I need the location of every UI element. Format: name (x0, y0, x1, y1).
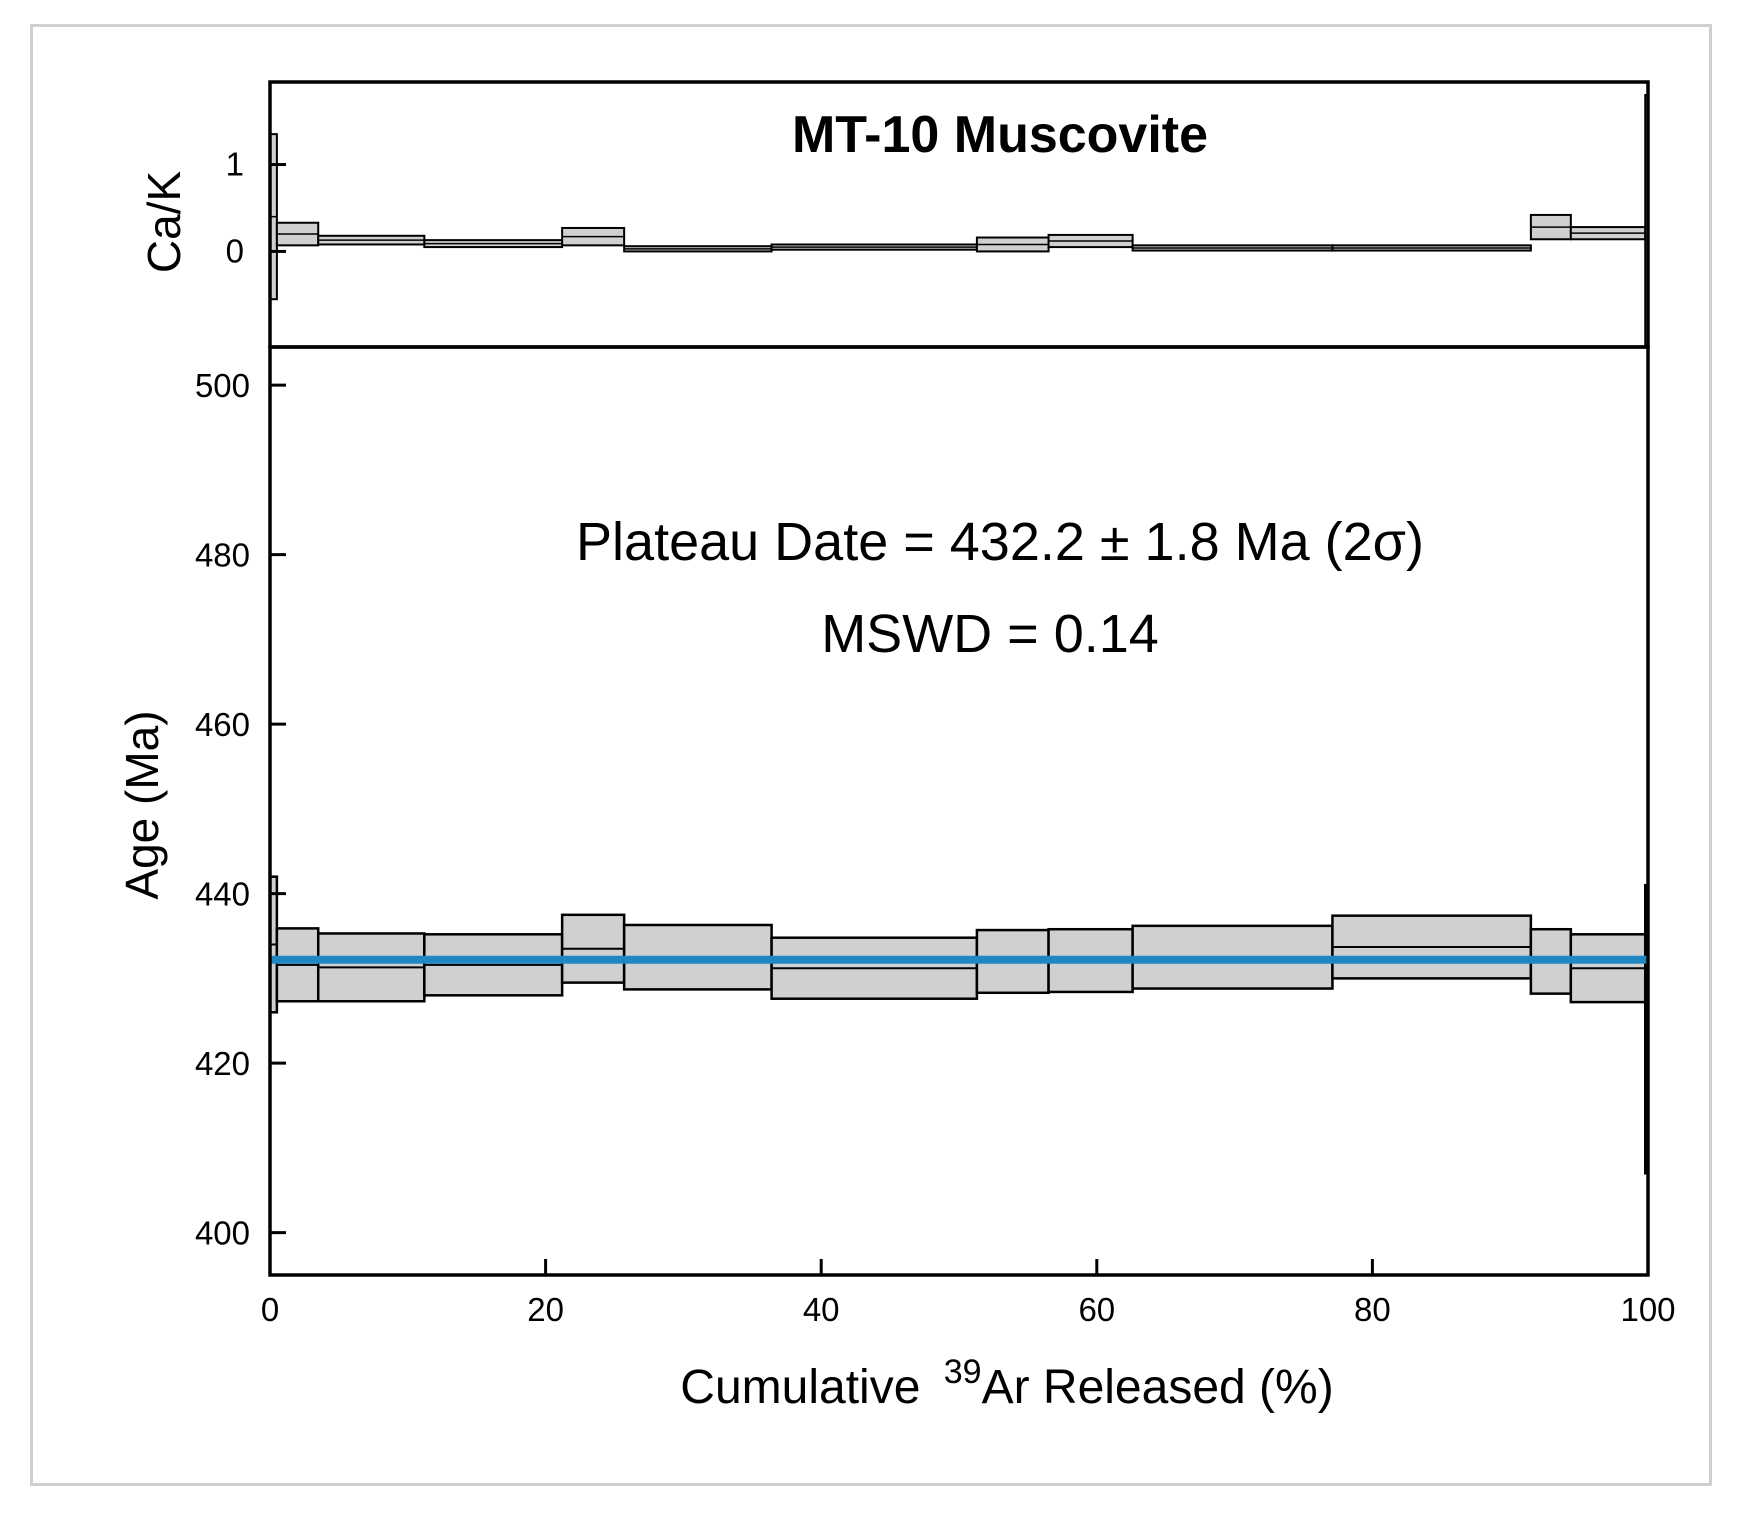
cak-steps (269, 94, 1650, 346)
age-y-tick-label-440: 440 (195, 876, 250, 913)
age-y-tick-label-480: 480 (195, 537, 250, 574)
age-steps (268, 875, 1650, 1175)
x-tick-label-60: 60 (1078, 1291, 1115, 1328)
cak-y-tick-label-0: 0 (226, 232, 244, 269)
x-ticks: 0 20 40 60 80 100 (261, 1259, 1676, 1328)
age-y-ticks: 500 480 460 440 420 400 (195, 367, 286, 1252)
x-axis-label-main: Cumulative (680, 1361, 920, 1414)
age-panel: 500 480 460 440 420 400 0 20 40 60 80 100 Age (Ma)… (116, 345, 1676, 1414)
mswd-label: MSWD = 0.14 (821, 604, 1159, 664)
cak-y-tick-label-1: 1 (226, 146, 244, 183)
x-axis-label-space (930, 1361, 943, 1414)
age-y-axis-label: Age (Ma) (116, 710, 168, 899)
x-tick-label-0: 0 (261, 1291, 279, 1328)
x-tick-label-80: 80 (1354, 1291, 1391, 1328)
age-y-tick-label-460: 460 (195, 706, 250, 743)
figure-frame (30, 24, 1712, 1486)
x-axis-label-superscript: 39 (944, 1353, 982, 1391)
chart-title: MT-10 Muscovite (792, 106, 1208, 164)
x-tick-label-40: 40 (803, 1291, 840, 1328)
age-y-tick-label-420: 420 (195, 1045, 250, 1082)
x-tick-label-100: 100 (1620, 1291, 1675, 1328)
plateau-date-label: Plateau Date = 432.2 ± 1.8 Ma (2σ) (576, 512, 1424, 572)
cak-y-ticks: 10 (226, 146, 286, 269)
x-axis-label-suffix: Ar Released (%) (982, 1361, 1334, 1414)
x-axis-label: Cumulative 39Ar Released (%) (680, 1353, 1333, 1414)
cak-panel: MT-10 Muscovite 10 Ca/K (138, 80, 1650, 349)
age-panel-border (268, 345, 1650, 1277)
x-tick-label-20: 20 (527, 1291, 564, 1328)
age-y-tick-label-500: 500 (195, 367, 250, 404)
cak-y-axis-label: Ca/K (138, 171, 190, 274)
age-y-tick-label-400: 400 (195, 1215, 250, 1252)
